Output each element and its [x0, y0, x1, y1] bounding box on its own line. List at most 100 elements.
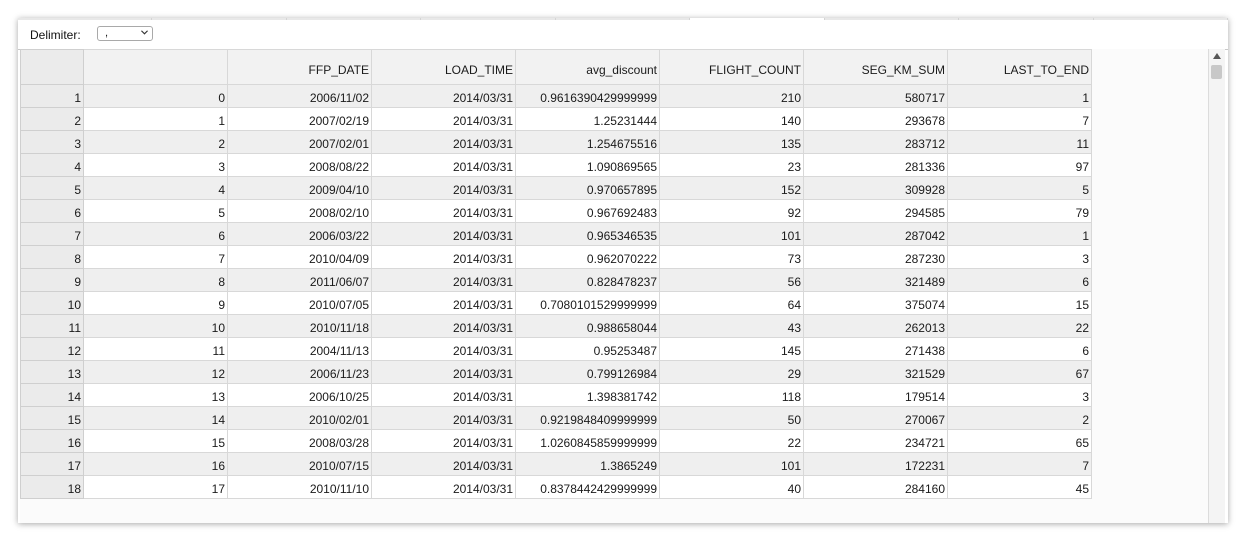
- table-cell[interactable]: 79: [947, 199, 1092, 223]
- table-cell[interactable]: 234721: [803, 429, 948, 453]
- table-cell[interactable]: 11: [83, 337, 228, 361]
- tab-8[interactable]: [959, 18, 1094, 20]
- table-cell[interactable]: 2014/03/31: [371, 176, 516, 200]
- table-cell[interactable]: 2007/02/01: [227, 130, 372, 154]
- table-row[interactable]: 18 17 2010/11/10 2014/03/31 0.83784424299999…: [20, 475, 1092, 499]
- row-number-header[interactable]: [20, 49, 84, 85]
- table-cell[interactable]: 262013: [803, 314, 948, 338]
- table-cell[interactable]: 2014/03/31: [371, 337, 516, 361]
- vertical-scrollbar[interactable]: [1208, 49, 1225, 523]
- table-cell[interactable]: 2010/07/15: [227, 452, 372, 476]
- column-header[interactable]: SEG_KM_SUM: [803, 49, 948, 85]
- table-cell[interactable]: 1.398381742: [515, 383, 660, 407]
- table-cell[interactable]: 2006/11/02: [227, 84, 372, 108]
- column-header[interactable]: LOAD_TIME: [371, 49, 516, 85]
- table-cell[interactable]: 2014/03/31: [371, 130, 516, 154]
- table-cell[interactable]: 1.25231444: [515, 107, 660, 131]
- table-cell[interactable]: 2008/08/22: [227, 153, 372, 177]
- table-cell[interactable]: 309928: [803, 176, 948, 200]
- table-cell[interactable]: 0: [83, 84, 228, 108]
- table-cell[interactable]: 0.9219848409999999: [515, 406, 660, 430]
- column-header[interactable]: LAST_TO_END: [947, 49, 1092, 85]
- tab-7[interactable]: [825, 18, 960, 20]
- table-row[interactable]: 13 12 2006/11/23 2014/03/31 0.799126984 29 321…: [20, 360, 1092, 384]
- row-number[interactable]: 16: [20, 429, 84, 453]
- scrollbar-thumb[interactable]: [1211, 65, 1222, 79]
- table-cell[interactable]: 2014/03/31: [371, 268, 516, 292]
- table-cell[interactable]: 22: [947, 314, 1092, 338]
- table-cell[interactable]: 23: [659, 153, 804, 177]
- table-cell[interactable]: 1: [947, 222, 1092, 246]
- table-cell[interactable]: 101: [659, 452, 804, 476]
- row-number[interactable]: 14: [20, 383, 84, 407]
- table-cell[interactable]: 2014/03/31: [371, 153, 516, 177]
- table-cell[interactable]: 4: [83, 176, 228, 200]
- row-number[interactable]: 2: [20, 107, 84, 131]
- table-cell[interactable]: 140: [659, 107, 804, 131]
- row-number[interactable]: 13: [20, 360, 84, 384]
- table-cell[interactable]: 73: [659, 245, 804, 269]
- table-cell[interactable]: 14: [83, 406, 228, 430]
- tab-4[interactable]: [421, 18, 556, 20]
- table-cell[interactable]: 9: [83, 291, 228, 315]
- table-cell[interactable]: 101: [659, 222, 804, 246]
- table-cell[interactable]: 2014/03/31: [371, 383, 516, 407]
- row-number[interactable]: 4: [20, 153, 84, 177]
- table-cell[interactable]: 2011/06/07: [227, 268, 372, 292]
- table-cell[interactable]: 92: [659, 199, 804, 223]
- table-cell[interactable]: 2014/03/31: [371, 475, 516, 499]
- table-cell[interactable]: 0.95253487: [515, 337, 660, 361]
- table-cell[interactable]: 10: [83, 314, 228, 338]
- table-cell[interactable]: 2014/03/31: [371, 360, 516, 384]
- tab-3[interactable]: [287, 18, 422, 20]
- data-grid[interactable]: FFP_DATE LOAD_TIME avg_discount FLIGHT_COUN…: [20, 49, 1208, 523]
- table-cell[interactable]: 22: [659, 429, 804, 453]
- table-row[interactable]: 3 2 2007/02/01 2014/03/31 1.254675516 135 2837…: [20, 130, 1092, 154]
- tab-9[interactable]: [1094, 18, 1228, 20]
- table-row[interactable]: 6 5 2008/02/10 2014/03/31 0.967692483 92 29458…: [20, 199, 1092, 223]
- table-cell[interactable]: 2007/02/19: [227, 107, 372, 131]
- table-cell[interactable]: 2006/03/22: [227, 222, 372, 246]
- table-cell[interactable]: 29: [659, 360, 804, 384]
- row-number[interactable]: 17: [20, 452, 84, 476]
- table-cell[interactable]: 2014/03/31: [371, 406, 516, 430]
- row-number[interactable]: 3: [20, 130, 84, 154]
- table-cell[interactable]: 0.970657895: [515, 176, 660, 200]
- table-cell[interactable]: 0.965346535: [515, 222, 660, 246]
- table-row[interactable]: 15 14 2010/02/01 2014/03/31 0.92198484099999…: [20, 406, 1092, 430]
- table-row[interactable]: 14 13 2006/10/25 2014/03/31 1.398381742 118 17…: [20, 383, 1092, 407]
- table-cell[interactable]: 43: [659, 314, 804, 338]
- table-cell[interactable]: 15: [947, 291, 1092, 315]
- table-cell[interactable]: 2006/10/25: [227, 383, 372, 407]
- table-cell[interactable]: 2014/03/31: [371, 452, 516, 476]
- table-cell[interactable]: 284160: [803, 475, 948, 499]
- table-cell[interactable]: 1.090869565: [515, 153, 660, 177]
- table-row[interactable]: 11 10 2010/11/18 2014/03/31 0.988658044 43 262…: [20, 314, 1092, 338]
- table-cell[interactable]: 179514: [803, 383, 948, 407]
- table-cell[interactable]: 97: [947, 153, 1092, 177]
- arrow-up-icon[interactable]: [1212, 51, 1222, 61]
- table-cell[interactable]: 375074: [803, 291, 948, 315]
- table-cell[interactable]: 2: [83, 130, 228, 154]
- table-cell[interactable]: 40: [659, 475, 804, 499]
- table-row[interactable]: 8 7 2010/04/09 2014/03/31 0.962070222 73 28723…: [20, 245, 1092, 269]
- table-row[interactable]: 5 4 2009/04/10 2014/03/31 0.970657895 152 3099…: [20, 176, 1092, 200]
- table-cell[interactable]: 7: [83, 245, 228, 269]
- row-number[interactable]: 15: [20, 406, 84, 430]
- table-cell[interactable]: 2010/04/09: [227, 245, 372, 269]
- delimiter-select[interactable]: ,: [97, 26, 153, 41]
- table-cell[interactable]: 2010/07/05: [227, 291, 372, 315]
- table-cell[interactable]: 2014/03/31: [371, 245, 516, 269]
- table-cell[interactable]: 3: [947, 383, 1092, 407]
- table-cell[interactable]: 145: [659, 337, 804, 361]
- tab-1[interactable]: [18, 18, 153, 20]
- row-number[interactable]: 18: [20, 475, 84, 499]
- table-row[interactable]: 7 6 2006/03/22 2014/03/31 0.965346535 101 2870…: [20, 222, 1092, 246]
- table-cell[interactable]: 11: [947, 130, 1092, 154]
- table-cell[interactable]: 283712: [803, 130, 948, 154]
- table-row[interactable]: 10 9 2010/07/05 2014/03/31 0.708010152999999…: [20, 291, 1092, 315]
- table-row[interactable]: 16 15 2008/03/28 2014/03/31 1.02608458599999…: [20, 429, 1092, 453]
- table-cell[interactable]: 1.3865249: [515, 452, 660, 476]
- table-row[interactable]: 2 1 2007/02/19 2014/03/31 1.25231444 140 29367…: [20, 107, 1092, 131]
- column-header[interactable]: FLIGHT_COUNT: [659, 49, 804, 85]
